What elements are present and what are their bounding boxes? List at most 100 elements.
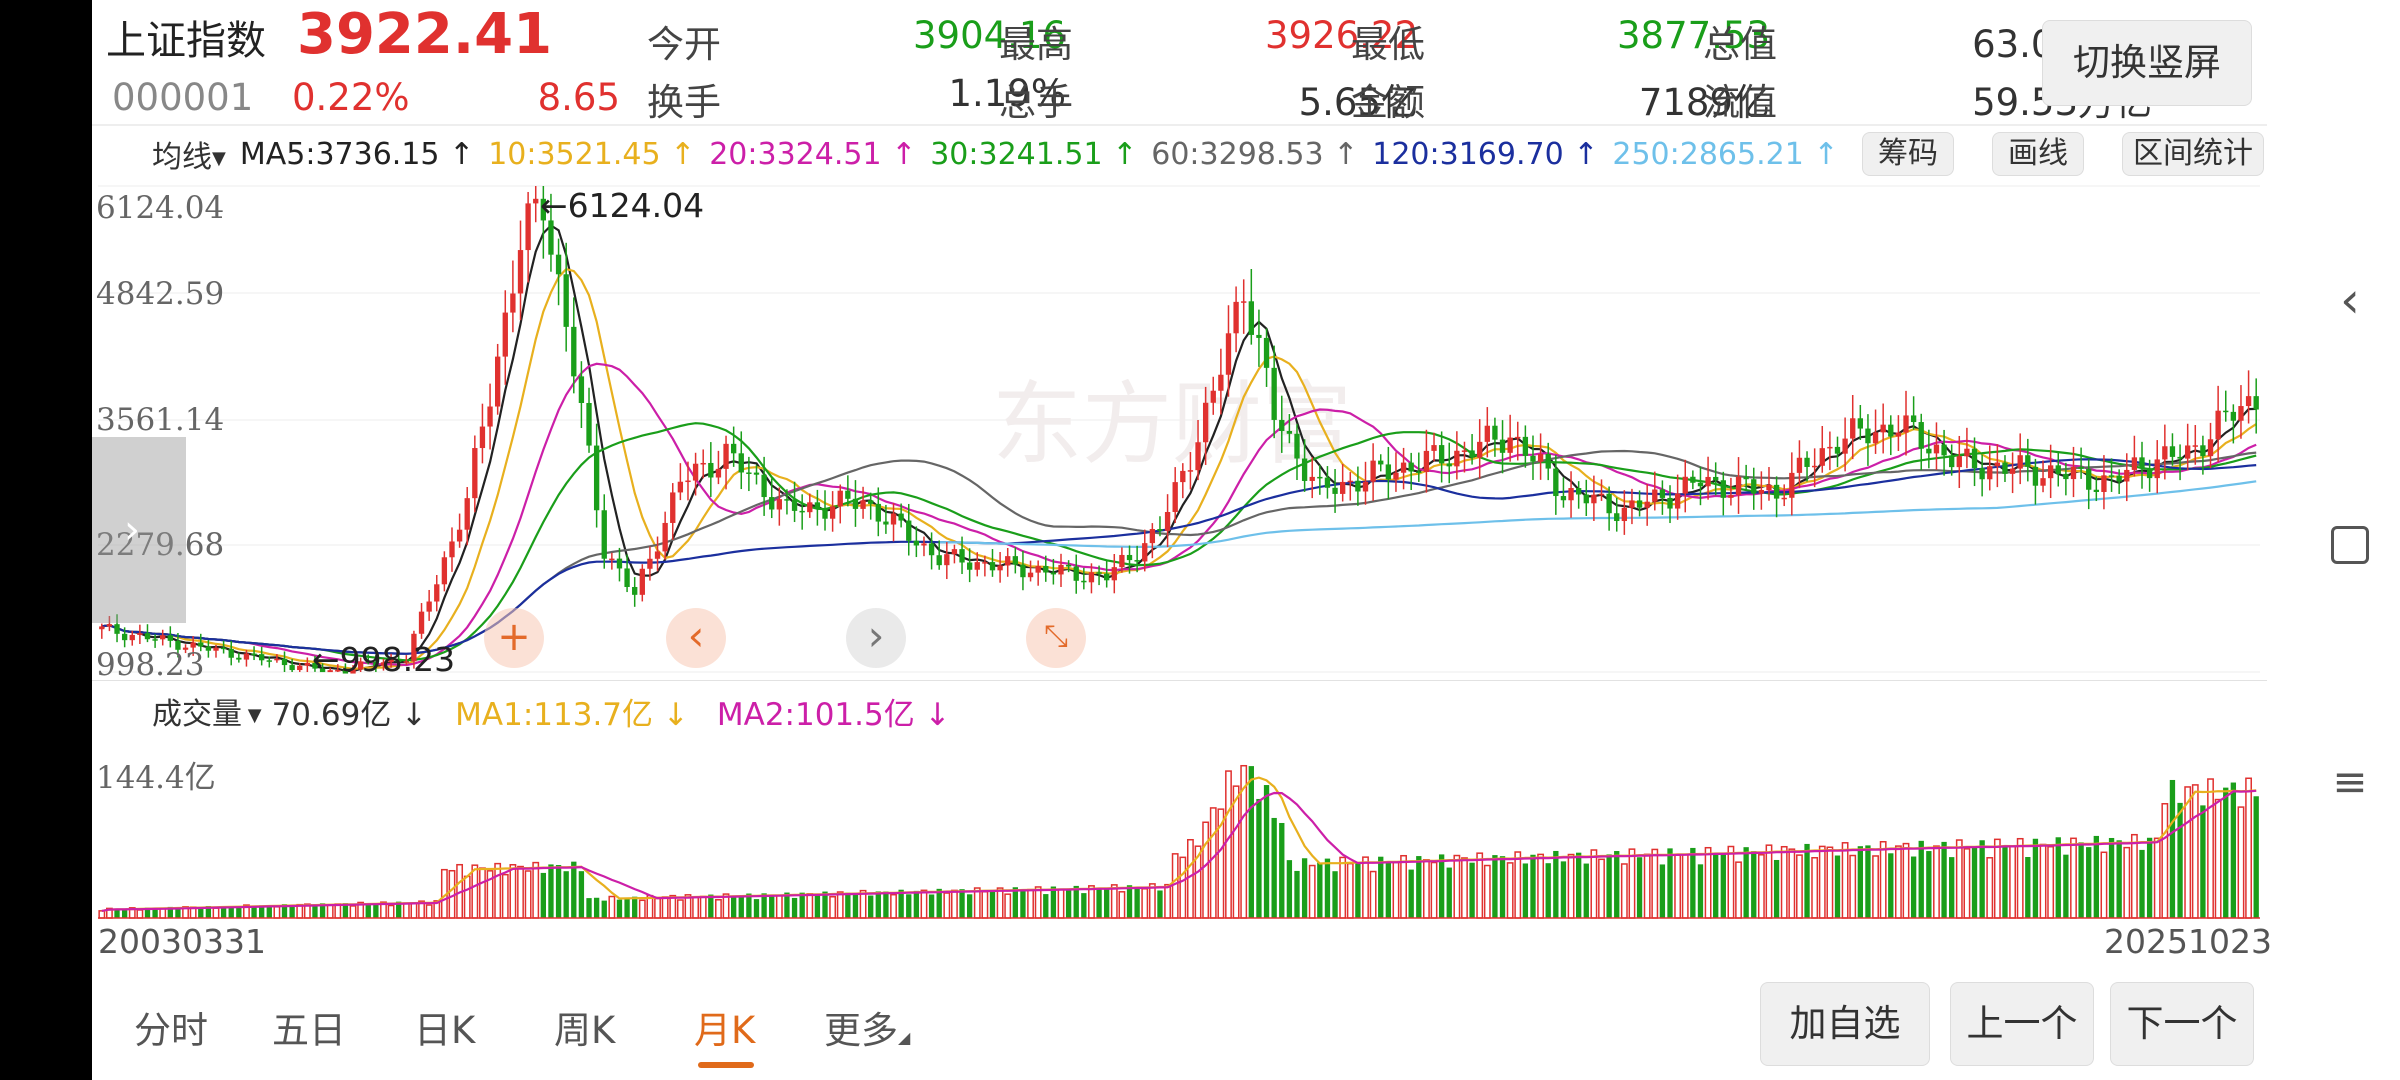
volume-bar — [578, 871, 585, 918]
candle-body — [1271, 367, 1277, 420]
volume-bar — [1780, 845, 1788, 919]
candle-body — [1149, 529, 1156, 544]
volume-bar — [1369, 870, 1377, 919]
volume-bar — [220, 906, 227, 918]
candle-body — [228, 648, 234, 658]
volume-bar — [1674, 854, 1682, 919]
volume-bar — [524, 870, 532, 919]
volume-bar — [106, 907, 113, 919]
volume-bar — [1651, 848, 1659, 919]
volume-bar — [1422, 859, 1430, 919]
chips-button[interactable]: 筹码 — [1862, 132, 1954, 176]
volume-bar — [1788, 848, 1796, 919]
volume-bar — [1339, 856, 1347, 919]
date-start: 20030331 — [98, 922, 266, 961]
candle-body — [1438, 445, 1445, 464]
candle-body — [1522, 436, 1529, 456]
candle-body — [852, 498, 859, 509]
volume-bar — [586, 898, 592, 918]
candle-body — [1096, 572, 1102, 574]
candle-body — [1872, 432, 1879, 444]
volume-bar — [1720, 854, 1726, 918]
volume-bar — [2070, 837, 2077, 919]
candle-body — [1142, 543, 1148, 562]
ma-line-20 — [101, 362, 2257, 667]
candle-body — [495, 356, 501, 407]
volume-bar — [1506, 862, 1514, 919]
plus-icon: + — [497, 614, 531, 660]
candle-body — [989, 562, 996, 571]
scroll-left-button[interactable]: ‹ — [666, 608, 726, 668]
candle-body — [837, 490, 843, 507]
candle-body — [1606, 493, 1612, 514]
volume-bar — [1590, 849, 1598, 919]
index-price: 3922.41 — [297, 2, 553, 67]
candle-body — [1576, 488, 1582, 495]
volume-bar — [1385, 861, 1392, 918]
side-expand-handle[interactable]: › — [92, 437, 186, 623]
volume-bar — [198, 907, 204, 918]
volume-bar — [829, 895, 837, 919]
candle-body — [2078, 466, 2084, 469]
candle-body — [1461, 450, 1468, 452]
volume-bar — [1134, 886, 1140, 918]
stat-value-open: 3904.16 — [912, 14, 1066, 57]
volume-bar — [981, 891, 989, 919]
volume-bar — [1256, 798, 1262, 918]
switch-portrait-button[interactable]: 切换竖屏 — [2042, 20, 2252, 106]
candle-body — [791, 499, 798, 511]
volume-bar — [1690, 847, 1696, 918]
range-stats-button[interactable]: 区间统计 — [2122, 132, 2264, 176]
candle-body — [1994, 462, 2001, 467]
previous-button[interactable]: 上一个 — [1950, 982, 2094, 1066]
volume-bar — [669, 894, 677, 919]
volume-bar — [661, 896, 669, 919]
recents-button[interactable] — [2300, 514, 2400, 574]
ma-selector[interactable]: 均线▼ — [152, 132, 226, 176]
candle-body — [266, 660, 272, 662]
tab-daily-k[interactable]: 日K — [414, 1009, 476, 1052]
volume-selector[interactable]: 成交量 ▼ — [152, 689, 262, 733]
stat-label-high: 最高 — [999, 23, 1073, 66]
volume-bar — [708, 894, 714, 918]
stat-label-open: 今开 — [647, 23, 721, 66]
candle-body — [2154, 459, 2160, 479]
tab-five-day[interactable]: 五日 — [272, 1009, 346, 1052]
add-watchlist-button[interactable]: 加自选 — [1760, 982, 1930, 1066]
tab-weekly-k[interactable]: 周K — [554, 1009, 616, 1052]
volume-bar — [396, 901, 402, 918]
tab-more[interactable]: 更多◢ — [824, 1000, 910, 1054]
candle-body — [2086, 468, 2092, 490]
volume-bar — [373, 903, 379, 918]
candle-body — [1713, 476, 1719, 481]
candle-body — [289, 665, 295, 671]
tab-intraday[interactable]: 分时 — [134, 1009, 208, 1052]
volume-bar — [2093, 835, 2099, 918]
volume-bar — [1430, 861, 1438, 919]
volume-bar — [1986, 857, 1994, 919]
volume-bar — [646, 894, 654, 919]
draw-line-button[interactable]: 画线 — [1992, 132, 2084, 176]
ma-item-0: MA5:3736.15 ↑ — [239, 136, 475, 172]
volume-bar — [1955, 839, 1963, 919]
volume-bar — [1164, 883, 1171, 919]
tab-monthly-k[interactable]: 月K — [694, 1009, 756, 1052]
back-button[interactable]: ‹ — [2300, 270, 2400, 330]
candle-body — [1119, 554, 1125, 568]
candle-body — [921, 543, 927, 546]
volume-bar — [189, 906, 197, 919]
menu-button[interactable]: ≡ — [2300, 752, 2400, 812]
zoom-in-button[interactable]: + — [484, 608, 544, 668]
volume-bar — [601, 900, 607, 918]
candle-body — [2207, 439, 2214, 457]
candle-body — [1286, 431, 1293, 434]
collapse-button[interactable]: ⤡ — [1026, 608, 1086, 668]
scroll-right-button[interactable]: › — [846, 608, 906, 668]
volume-bar — [463, 875, 471, 919]
candle-body — [1728, 494, 1734, 498]
candle-body — [1202, 402, 1209, 443]
next-button[interactable]: 下一个 — [2110, 982, 2254, 1066]
candle-body — [746, 472, 752, 474]
candle-body — [799, 510, 805, 513]
candle-body — [1157, 529, 1163, 531]
